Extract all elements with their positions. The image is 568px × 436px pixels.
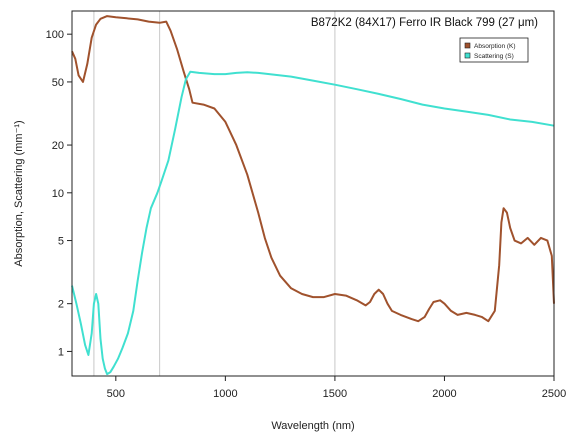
y-tick-label-100: 100 xyxy=(46,29,64,41)
y-tick-label-10: 10 xyxy=(52,188,64,200)
legend-label-scattering: Scattering (S) xyxy=(474,53,514,60)
y-tick-label-50: 50 xyxy=(52,77,64,89)
x-axis: 500 1000 1500 2000 2500 xyxy=(107,376,566,400)
y-tick-label-20: 20 xyxy=(52,140,64,152)
series-line-scattering xyxy=(71,70,555,376)
series-line-absorption xyxy=(71,15,555,323)
legend: Absorption (K) Scattering (S) xyxy=(459,37,529,63)
y-tick-label-2: 2 xyxy=(58,299,64,311)
y-axis-label: Absorption, Scattering (mm⁻¹) xyxy=(13,120,25,266)
legend-swatch-absorption xyxy=(464,42,471,49)
x-tick-label-500: 500 xyxy=(107,388,125,400)
legend-label-absorption: Absorption (K) xyxy=(474,43,516,50)
legend-box xyxy=(459,37,529,63)
y-axis: 1 2 5 10 20 50 100 xyxy=(46,29,72,358)
y-tick-label-5: 5 xyxy=(58,236,64,248)
chart-title: B872K2 (84X17) Ferro IR Black 799 (27 μm… xyxy=(311,17,538,29)
x-tick-label-2000: 2000 xyxy=(432,388,456,400)
y-tick-label-1: 1 xyxy=(58,346,64,358)
x-axis-label: Wavelength (nm) xyxy=(271,420,354,432)
series-layer xyxy=(71,15,555,376)
legend-swatch-scattering xyxy=(464,52,471,59)
x-tick-label-1500: 1500 xyxy=(323,388,347,400)
x-tick-label-1000: 1000 xyxy=(213,388,237,400)
plot-frame xyxy=(71,10,555,377)
x-tick-label-2500: 2500 xyxy=(542,388,566,400)
